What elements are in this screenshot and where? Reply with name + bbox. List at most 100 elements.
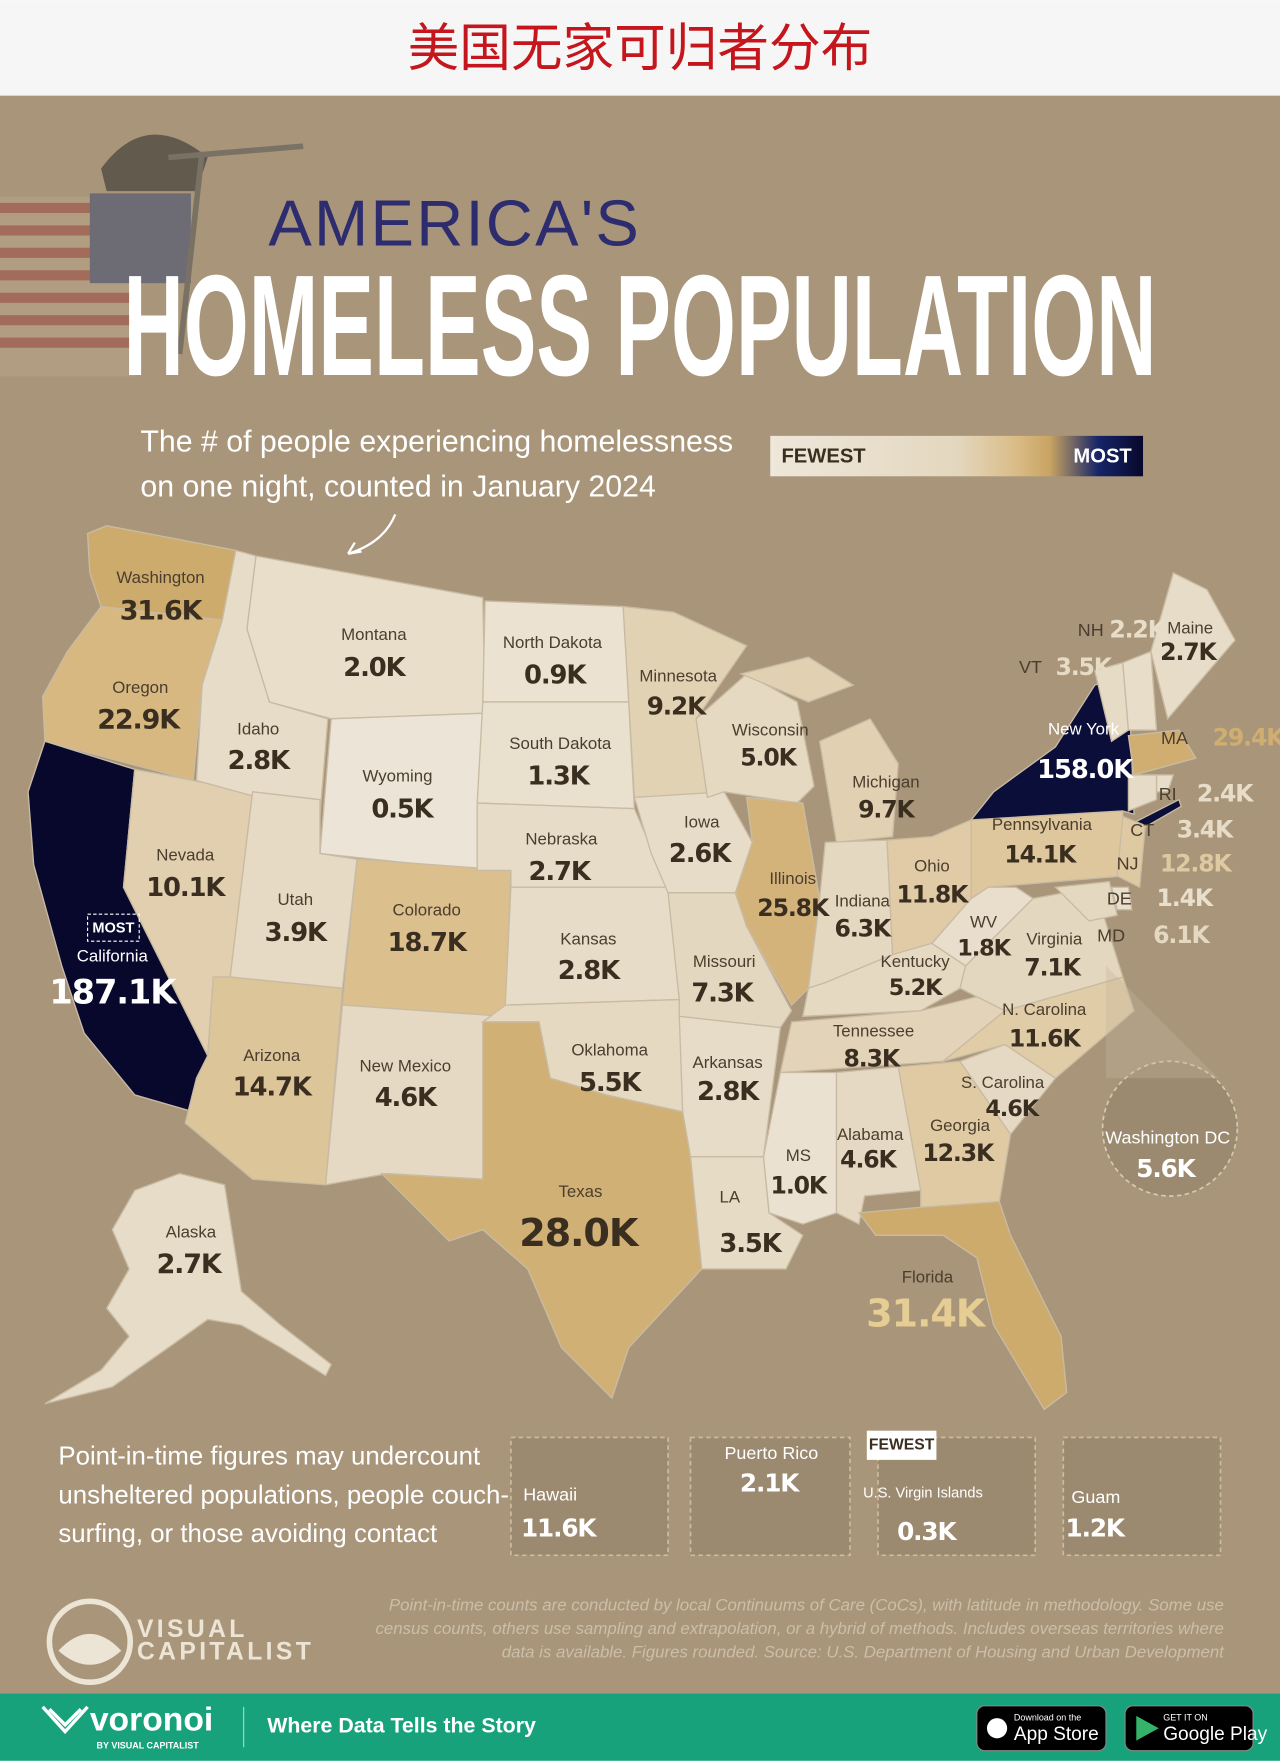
dc-callout — [1101, 1060, 1239, 1197]
state — [1127, 729, 1197, 776]
state-value: 4.6K — [985, 1096, 1040, 1122]
territory-name: U.S. Virgin Islands — [863, 1485, 983, 1501]
state — [1122, 650, 1158, 731]
state-name: Florida — [902, 1267, 954, 1286]
state — [319, 712, 486, 872]
footnote: Point-in-time counts are conducted by lo… — [389, 1595, 1224, 1614]
state — [184, 976, 344, 1186]
state-name: CT — [1130, 820, 1154, 840]
state-name: South Dakota — [509, 734, 612, 753]
state-name: New York — [1048, 719, 1120, 738]
state-name: Minnesota — [639, 667, 717, 686]
state — [1053, 880, 1119, 922]
state-name: Wisconsin — [732, 721, 809, 740]
state-value: 3.5K — [719, 1229, 782, 1259]
territory-boxes — [510, 1436, 1222, 1557]
state-value: 7.1K — [1024, 954, 1081, 982]
state-name: Texas — [559, 1182, 603, 1201]
play-icon — [1136, 1715, 1159, 1741]
state-name: NH — [1078, 620, 1104, 640]
state-name: LA — [720, 1188, 741, 1207]
state-value: 25.8K — [757, 894, 830, 922]
state-value: 1.4K — [1156, 884, 1213, 912]
state-value: 14.7K — [233, 1073, 313, 1103]
brand: CAPITALIST — [137, 1639, 314, 1666]
state — [1150, 571, 1236, 721]
state-value: 28.0K — [519, 1212, 640, 1256]
voronoi-icon — [41, 1705, 89, 1735]
legend-low: FEWEST — [781, 446, 866, 468]
state-value: 9.7K — [858, 795, 915, 823]
footnote: data is available. Figures rounded. Sour… — [502, 1642, 1225, 1661]
state-value: 2.8K — [697, 1077, 760, 1107]
fewest-tag-box — [866, 1430, 937, 1460]
state-name: RI — [1159, 784, 1177, 804]
state-value: 2.0K — [343, 653, 406, 683]
state-value: 2.2K — [1109, 616, 1166, 644]
main-title: HOMELESS POPULATION — [124, 246, 1157, 406]
state-value: 2.8K — [228, 746, 291, 776]
state-name: Kansas — [560, 929, 616, 948]
legend-high: MOST — [1073, 446, 1132, 468]
state-name: Alabama — [837, 1125, 904, 1144]
state-name: N. Carolina — [1002, 1000, 1087, 1019]
state — [734, 796, 821, 1007]
state-value: 4.6K — [375, 1083, 438, 1113]
state-name: VT — [1019, 657, 1042, 677]
state-value: 2.7K — [1160, 638, 1217, 666]
territory-value: 0.3K — [897, 1517, 957, 1546]
state-name: Georgia — [930, 1116, 991, 1135]
state-name: Oklahoma — [571, 1041, 648, 1060]
state-value: 12.3K — [922, 1139, 995, 1167]
state-value: 5.5K — [579, 1068, 642, 1098]
banner-title: 美国无家可归者分布 — [408, 19, 873, 79]
state-name: Tennessee — [833, 1022, 914, 1041]
state-value: 11.6K — [1009, 1024, 1082, 1052]
state — [857, 1200, 1068, 1411]
state-name: MS — [786, 1146, 811, 1165]
footer-tagline: Where Data Tells the Story — [267, 1714, 536, 1738]
state-name: MD — [1097, 925, 1125, 945]
state-name: Kentucky — [880, 952, 950, 971]
state-name: Iowa — [684, 813, 720, 832]
most-tag-box — [87, 913, 140, 942]
state-value: 158.0K — [1037, 755, 1134, 785]
state-value: 2.8K — [558, 956, 621, 986]
state — [380, 1021, 703, 1400]
state-value: 11.8K — [897, 881, 970, 909]
state-value: 2.7K — [157, 1249, 223, 1280]
state-value: 31.4K — [866, 1293, 987, 1337]
state-name: MA — [1161, 728, 1188, 748]
state — [1127, 774, 1158, 812]
state-value: 22.9K — [97, 705, 181, 736]
google-play-badge[interactable] — [1124, 1705, 1254, 1752]
state-name: Virginia — [1026, 929, 1082, 948]
dc-name: Washington DC — [1105, 1127, 1230, 1147]
apple-icon — [986, 1718, 1008, 1739]
state-value: 187.1K — [49, 972, 178, 1011]
territory-name: Hawaii — [523, 1485, 577, 1505]
state-name: S. Carolina — [961, 1073, 1045, 1092]
footnote: census counts, others use sampling and e… — [375, 1619, 1223, 1638]
subtitle: on one night, counted in January 2024 — [140, 471, 655, 504]
state-value: 31.6K — [120, 596, 204, 627]
state — [1116, 815, 1146, 889]
territory-value: 2.1K — [740, 1469, 800, 1498]
dc-value: 5.6K — [1136, 1154, 1196, 1183]
state-name: Pennsylvania — [992, 815, 1093, 834]
territory-name: Guam — [1071, 1487, 1120, 1507]
note: Point-in-time figures may undercount — [58, 1442, 480, 1470]
legend-bar — [770, 435, 1144, 477]
app-store-badge[interactable] — [976, 1705, 1107, 1752]
state-value: 3.4K — [1177, 816, 1234, 844]
state-name: Wyoming — [362, 767, 432, 786]
territory-value: 1.2K — [1066, 1513, 1126, 1542]
state-value: 12.8K — [1160, 849, 1233, 877]
state-name: Montana — [341, 625, 407, 644]
footer-byline: BY VISUAL CAPITALIST — [97, 1741, 200, 1751]
state-value: 5.0K — [740, 744, 797, 772]
state — [476, 701, 636, 810]
state-name: Idaho — [237, 719, 279, 738]
subtitle: The # of people experiencing homelessnes… — [140, 426, 733, 459]
state-name: California — [77, 946, 149, 965]
